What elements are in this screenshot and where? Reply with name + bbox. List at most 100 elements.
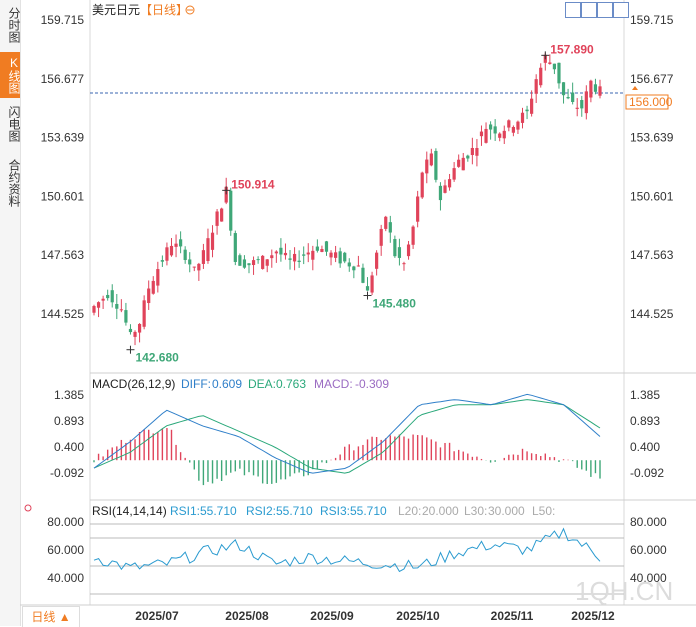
x-tick-label: 2025/09 bbox=[310, 609, 354, 623]
rsi-y-tick-left: 40.000 bbox=[47, 571, 84, 585]
candle-body bbox=[347, 262, 351, 267]
candle-body bbox=[443, 185, 447, 193]
candle-body bbox=[334, 252, 338, 258]
pan-right-icon[interactable] bbox=[613, 2, 629, 18]
y-tick-label-left: 150.601 bbox=[41, 189, 85, 203]
candle-body bbox=[557, 62, 561, 84]
macd-y-tick-left: 0.893 bbox=[54, 414, 84, 428]
candle-body bbox=[370, 275, 374, 293]
candle-body bbox=[356, 265, 360, 267]
macd-dea-value: 0.763 bbox=[276, 377, 306, 391]
rsi-title: RSI(14,14,14) bbox=[92, 504, 167, 518]
candle-body bbox=[425, 159, 429, 174]
candle-body bbox=[352, 266, 356, 271]
candle-body bbox=[169, 245, 174, 256]
settings-icon[interactable] bbox=[185, 5, 195, 15]
candle-body bbox=[256, 259, 260, 261]
candle-body bbox=[561, 82, 566, 96]
candle-body bbox=[124, 310, 128, 323]
candle-body bbox=[242, 259, 247, 268]
candle-body bbox=[589, 80, 593, 98]
l30-value: 30.000 bbox=[488, 504, 525, 518]
x-tick-label: 2025/07 bbox=[135, 609, 179, 623]
tab-flash[interactable]: 闪电图 bbox=[7, 106, 21, 142]
candle-body bbox=[479, 131, 484, 137]
x-tick-label: 2025/08 bbox=[225, 609, 269, 623]
candle-body bbox=[466, 155, 470, 159]
macd-y-tick-right: 0.400 bbox=[630, 440, 660, 454]
y-tick-label-right: 159.715 bbox=[630, 13, 674, 27]
y-tick-label-left: 159.715 bbox=[41, 13, 85, 27]
candle-body bbox=[420, 172, 424, 198]
annotations-layer: 157.890 150.914 145.480 142.680 bbox=[126, 42, 594, 365]
candle-body bbox=[411, 226, 415, 245]
candle-body bbox=[261, 255, 265, 269]
candle-body bbox=[229, 190, 233, 231]
rsi-panel: 40.000 40.000 60.000 60.000 80.000 80.000 bbox=[47, 515, 667, 595]
period-tab-daily[interactable]: 日线 ▲ bbox=[22, 606, 80, 627]
candle-body bbox=[106, 294, 110, 299]
candle-body bbox=[534, 79, 538, 94]
candle-body bbox=[192, 266, 196, 268]
y-tick-label-left: 156.677 bbox=[41, 72, 85, 86]
period-title: 【日线】 bbox=[140, 3, 188, 17]
y-tick-label-right: 144.525 bbox=[630, 307, 674, 321]
l50-label: L50: bbox=[532, 504, 555, 518]
price-arrow-icon bbox=[632, 86, 638, 90]
candle-body bbox=[151, 280, 155, 294]
candle-body bbox=[251, 260, 256, 266]
macd-y-tick-right: -0.092 bbox=[630, 466, 664, 480]
macd-y-tick-left: 0.400 bbox=[54, 440, 84, 454]
tab-kline[interactable]: K线图 bbox=[0, 52, 21, 98]
rsi2-label: RSI2: bbox=[246, 504, 276, 518]
rsi2-value: 55.710 bbox=[276, 504, 313, 518]
candle-body bbox=[397, 247, 402, 258]
y-tick-label-right: 150.601 bbox=[630, 189, 674, 203]
candle-body bbox=[361, 267, 365, 283]
candle-body bbox=[447, 179, 452, 188]
l20-label: L20: bbox=[398, 504, 421, 518]
macd-dea-line bbox=[93, 399, 601, 474]
candle-body bbox=[548, 62, 552, 64]
candle-body bbox=[270, 255, 274, 259]
candle-body bbox=[288, 258, 292, 260]
candle-body bbox=[306, 252, 310, 255]
y-tick-label-right: 153.639 bbox=[630, 131, 674, 145]
candle-body bbox=[160, 260, 164, 262]
macd-diff-line bbox=[93, 393, 601, 474]
candle-body bbox=[452, 168, 456, 180]
indicator-settings-icon[interactable] bbox=[24, 504, 32, 512]
tab-timeshare[interactable]: 分时图 bbox=[7, 7, 21, 43]
candle-body bbox=[571, 92, 575, 102]
tab-contract-info[interactable]: 合约资料 bbox=[7, 159, 21, 207]
candle-body bbox=[493, 126, 497, 134]
macd-dea-label: DEA: bbox=[248, 377, 276, 391]
zoom-out-icon[interactable] bbox=[597, 2, 613, 18]
candle-body bbox=[233, 233, 237, 262]
candle-body bbox=[365, 286, 370, 291]
crosshair-icon[interactable] bbox=[565, 2, 581, 18]
candle-body bbox=[511, 127, 515, 133]
candle-body bbox=[406, 244, 411, 257]
candle-body bbox=[128, 328, 133, 333]
annotation-label: 145.480 bbox=[373, 297, 417, 311]
current-price-box bbox=[625, 94, 669, 110]
y-tick-label-right: 147.563 bbox=[630, 248, 674, 262]
l20-value: 20.000 bbox=[422, 504, 459, 518]
candle-body bbox=[488, 124, 493, 130]
candle-body bbox=[329, 252, 333, 258]
candle-body bbox=[206, 238, 210, 262]
y-tick-label-left: 147.563 bbox=[41, 248, 85, 262]
zoom-in-icon[interactable] bbox=[581, 2, 597, 18]
candle-body bbox=[119, 309, 123, 311]
candle-body bbox=[274, 251, 278, 254]
candle-body bbox=[580, 100, 584, 109]
macd-macd-label: MACD: bbox=[314, 377, 353, 391]
candle-body bbox=[434, 150, 438, 180]
candle-body bbox=[324, 241, 329, 252]
candle-body bbox=[475, 147, 479, 156]
candle-body bbox=[530, 98, 534, 114]
candle-body bbox=[238, 255, 242, 266]
x-tick-label: 2025/12 bbox=[571, 609, 615, 623]
